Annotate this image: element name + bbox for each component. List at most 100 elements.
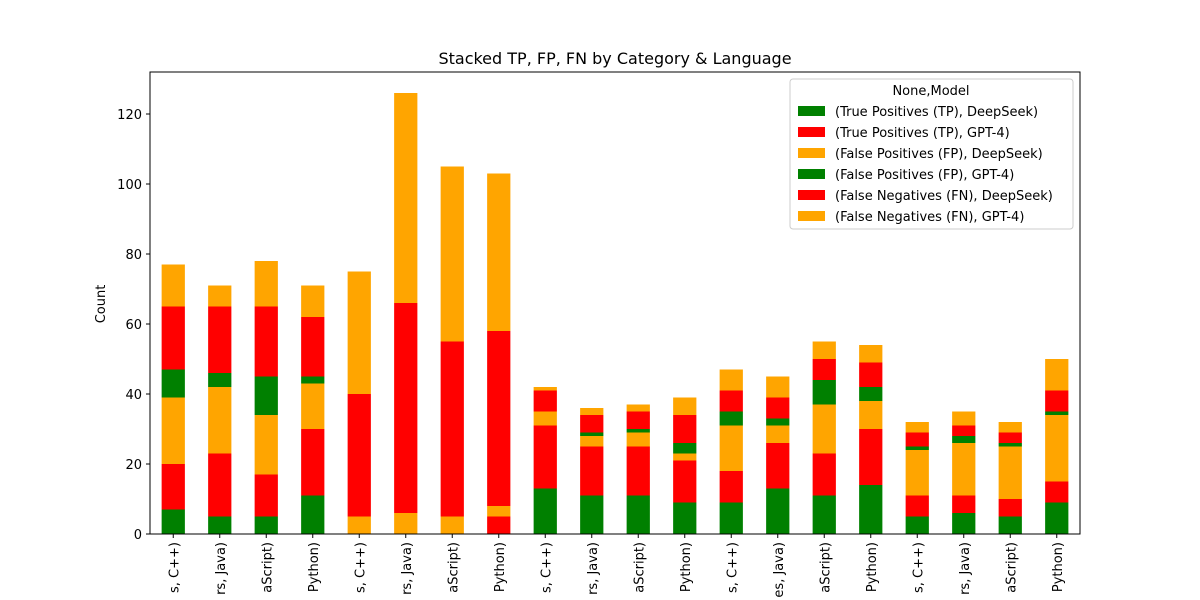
y-tick-label-3: 60	[125, 318, 142, 333]
bar-segment-12-series-2	[719, 425, 743, 471]
bar-segment-19-series-0	[1045, 502, 1069, 534]
bar-segment-14-series-0	[812, 495, 836, 534]
bar-segment-15-series-5	[859, 345, 883, 363]
bar-segment-17-series-2	[952, 443, 976, 496]
bar-segment-8-series-2	[533, 411, 557, 426]
axes-layer: 0 20 40 60 80 100 120 s, C++) rs, Java) aScript) P…	[117, 71, 1081, 598]
bar-segment-13-series-4	[766, 397, 790, 419]
x-tick-label-11: Python)	[679, 542, 694, 592]
bar-segment-19-series-2	[1045, 415, 1069, 482]
bar-segment-13-series-3	[766, 418, 790, 426]
legend-frame	[789, 78, 1074, 230]
x-tick-label-14: aScript)	[818, 542, 833, 593]
bar-segment-2-series-3	[254, 376, 278, 415]
bar-segment-5-series-5	[394, 93, 418, 303]
bar-segment-13-series-5	[766, 376, 790, 398]
bar-segment-11-series-0	[673, 502, 697, 534]
bar-segment-13-series-1	[766, 443, 790, 489]
bar-segment-3-series-4	[301, 317, 325, 377]
y-tick-label-2: 40	[125, 388, 142, 403]
bar-segment-10-series-2	[626, 432, 650, 447]
x-tick-label-7: Python)	[493, 542, 508, 592]
x-tick-label-15: Python)	[865, 542, 880, 592]
legend-swatch-4	[798, 190, 825, 200]
bar-segment-7-series-4	[487, 331, 511, 506]
legend-label-0: (True Positives (TP), DeepSeek)	[835, 105, 1038, 120]
bar-segment-4-series-4	[347, 394, 371, 517]
plot-frame	[149, 71, 1081, 535]
bar-segment-18-series-0	[998, 516, 1022, 534]
y-tick-label-1: 20	[125, 458, 142, 473]
x-tick-label-18: aScript)	[1004, 542, 1019, 593]
y-tick-label-4: 80	[125, 248, 142, 263]
bar-segment-17-series-4	[952, 425, 976, 436]
bar-segment-15-series-3	[859, 387, 883, 401]
bar-segment-16-series-4	[905, 432, 929, 447]
legend-label-4: (False Negatives (FN), DeepSeek)	[835, 189, 1053, 204]
legend-label-1: (True Positives (TP), GPT-4)	[835, 126, 1010, 141]
bar-segment-9-series-2	[580, 436, 604, 447]
bar-segment-11-series-3	[673, 443, 697, 454]
bar-segment-18-series-3	[998, 443, 1022, 447]
bar-segment-7-series-5	[487, 173, 511, 331]
bar-segment-18-series-4	[998, 432, 1022, 443]
x-tick-label-5: rs, Java)	[400, 542, 415, 595]
bar-segment-1-series-4	[208, 306, 232, 373]
bar-segment-16-series-3	[905, 446, 929, 450]
bar-segment-9-series-4	[580, 415, 604, 433]
bar-segment-10-series-5	[626, 404, 650, 412]
bar-segment-0-series-5	[161, 264, 185, 307]
legend-label-5: (False Negatives (FN), GPT-4)	[835, 210, 1024, 225]
bar-segment-14-series-5	[812, 341, 836, 359]
bar-segment-19-series-4	[1045, 390, 1069, 412]
bar-segment-12-series-1	[719, 471, 743, 503]
bar-segment-9-series-3	[580, 432, 604, 436]
legend-swatch-1	[798, 127, 825, 137]
bar-segment-15-series-1	[859, 429, 883, 485]
y-tick-label-0: 0	[134, 528, 142, 543]
bar-segment-2-series-0	[254, 516, 278, 534]
legend-swatch-5	[798, 211, 825, 221]
x-tick-label-12: s, C++)	[725, 542, 740, 593]
bar-segment-8-series-5	[533, 387, 557, 391]
chart-title: Stacked TP, FP, FN by Category & Languag…	[438, 49, 791, 68]
bar-segment-15-series-2	[859, 401, 883, 429]
bar-segment-11-series-5	[673, 397, 697, 415]
x-tick-label-4: s, C++)	[353, 542, 368, 593]
legend: None,Model (True Positives (TP), DeepSee…	[789, 78, 1074, 230]
bar-segment-11-series-2	[673, 453, 697, 461]
legend-swatch-2	[798, 148, 825, 158]
bar-segment-15-series-0	[859, 485, 883, 534]
legend-title: None,Model	[892, 84, 969, 99]
bar-segment-14-series-3	[812, 380, 836, 405]
bar-segment-16-series-1	[905, 495, 929, 517]
bar-segment-2-series-4	[254, 306, 278, 377]
bar-segment-14-series-4	[812, 359, 836, 380]
x-tick-label-2: aScript)	[260, 542, 275, 593]
bar-segment-6-series-2	[440, 516, 464, 534]
bar-segment-19-series-1	[1045, 481, 1069, 503]
bar-segment-9-series-5	[580, 408, 604, 415]
bar-segment-10-series-1	[626, 446, 650, 496]
bar-segment-7-series-2	[487, 506, 511, 517]
bar-segment-17-series-5	[952, 411, 976, 426]
bar-segment-18-series-2	[998, 446, 1022, 499]
bar-segment-16-series-0	[905, 516, 929, 534]
bar-segment-12-series-0	[719, 502, 743, 534]
legend-label-2: (False Positives (FP), DeepSeek)	[835, 147, 1043, 162]
bar-segment-5-series-4	[394, 303, 418, 513]
bar-segment-9-series-1	[580, 446, 604, 496]
y-tick-label-6: 120	[117, 108, 142, 123]
y-tick-label-5: 100	[117, 178, 142, 193]
bar-segment-3-series-5	[301, 285, 325, 317]
bar-segment-10-series-4	[626, 411, 650, 429]
bar-segment-10-series-0	[626, 495, 650, 534]
x-tick-label-16: s, C++)	[911, 542, 926, 593]
bar-segment-15-series-4	[859, 362, 883, 387]
bar-segment-19-series-5	[1045, 359, 1069, 391]
bar-segment-16-series-2	[905, 450, 929, 496]
bar-segment-18-series-5	[998, 422, 1022, 433]
x-tick-label-19: Python)	[1051, 542, 1066, 592]
bar-segment-3-series-1	[301, 429, 325, 496]
bar-segment-13-series-0	[766, 488, 790, 534]
